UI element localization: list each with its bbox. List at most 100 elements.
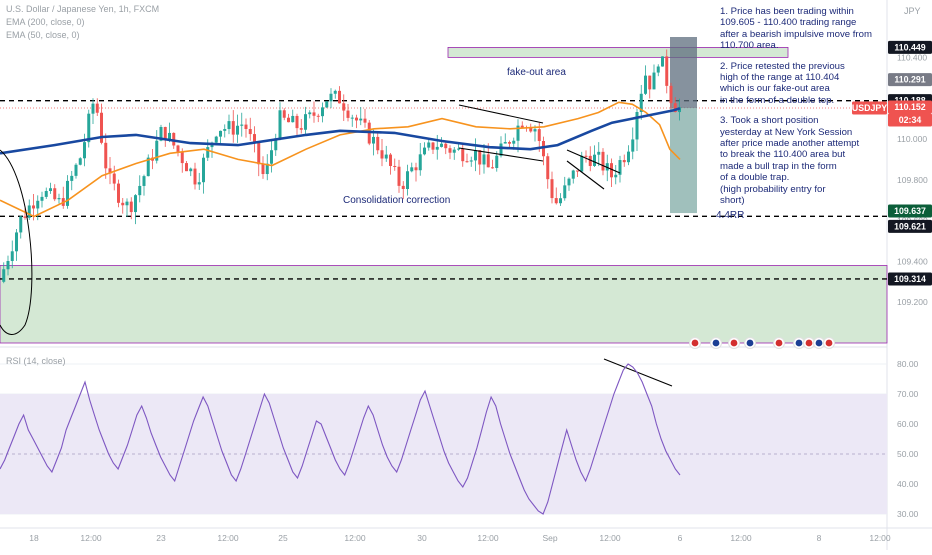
candle-body <box>87 113 91 143</box>
position-tool[interactable] <box>670 37 697 214</box>
candle-body <box>469 160 473 162</box>
price-tick: 109.200 <box>897 297 928 307</box>
candle-body <box>304 114 307 130</box>
candle-body <box>576 170 579 172</box>
trendlines-layer[interactable] <box>0 104 673 387</box>
candle-body <box>627 151 630 163</box>
candle-body <box>669 85 673 104</box>
candle-body <box>308 112 312 115</box>
candle-body <box>66 180 69 206</box>
candle-body <box>440 143 443 147</box>
economic-event-icon <box>728 337 740 349</box>
price-tick: 110.000 <box>897 134 927 144</box>
candle-body <box>486 154 490 168</box>
rsi-legend[interactable]: RSI (14, close) <box>6 356 66 366</box>
event-icon-flag <box>815 339 823 347</box>
candle-body <box>661 56 664 67</box>
time-tick: Sep <box>542 533 557 543</box>
candle-body <box>240 124 244 126</box>
candle-body <box>435 146 439 150</box>
price-badge: 109.621 <box>888 219 932 233</box>
price-tick: 109.800 <box>897 175 928 185</box>
economic-event-icon <box>823 337 835 349</box>
price-badge: 02:34 <box>888 113 932 127</box>
fakeout-label: fake-out area <box>507 67 566 78</box>
candle-body <box>248 128 252 135</box>
time-tick: 25 <box>278 533 288 543</box>
time-tick: 12:00 <box>217 533 239 543</box>
candle-body <box>112 173 116 184</box>
events-layer[interactable] <box>689 337 835 349</box>
candle-body <box>83 142 86 159</box>
candle-body <box>401 185 405 190</box>
price-badge: USDJPY <box>852 101 887 115</box>
candle-body <box>482 154 486 165</box>
candle-body <box>95 103 99 113</box>
ema-50-legend[interactable]: EMA (50, close, 0) <box>6 30 80 40</box>
candle-body <box>631 139 635 152</box>
candle-body <box>423 147 426 155</box>
annotation-2: 2. Price retested the previous high of t… <box>720 60 845 106</box>
candle-body <box>15 232 18 252</box>
candle-body <box>185 163 188 172</box>
price-badge-bg <box>888 219 932 233</box>
time-tick: 8 <box>817 533 822 543</box>
candle-body <box>601 151 605 171</box>
candle-body <box>180 151 184 164</box>
candle-body <box>287 117 290 123</box>
candle-body <box>333 90 337 94</box>
candle-body <box>563 185 567 199</box>
candle-body <box>342 103 346 111</box>
candle-body <box>406 171 409 190</box>
time-tick: 23 <box>156 533 166 543</box>
candle-body <box>142 176 146 186</box>
candle-body <box>270 150 273 164</box>
economic-event-icon <box>689 337 701 349</box>
candle-body <box>227 121 231 130</box>
candle-body <box>129 201 133 213</box>
candle-body <box>244 124 248 129</box>
candle-body <box>78 158 82 165</box>
candle-body <box>644 75 647 94</box>
candle-body <box>554 198 558 204</box>
rsi-tick: 30.00 <box>897 509 919 519</box>
price-badge: 109.314 <box>888 272 932 286</box>
price-badge-text: 110.449 <box>894 42 925 52</box>
price-badge-text: 109.621 <box>894 221 926 231</box>
time-tick: 6 <box>678 533 683 543</box>
price-badge-bg <box>888 113 932 127</box>
chart-title: U.S. Dollar / Japanese Yen, 1h, FXCM <box>6 4 160 14</box>
ema-200-legend[interactable]: EMA (200, close, 0) <box>6 17 85 27</box>
price-badge-bg <box>888 73 932 87</box>
candle-body <box>338 90 341 104</box>
candle-body <box>537 129 541 142</box>
candle-body <box>282 110 286 118</box>
rsi-tick: 60.00 <box>897 419 919 429</box>
candle-body <box>23 216 27 218</box>
price-badge-bg <box>852 101 887 115</box>
candle-body <box>529 127 533 132</box>
candle-body <box>622 160 626 163</box>
candle-body <box>253 134 256 143</box>
rsi-line <box>0 363 681 515</box>
rsi-tick: 50.00 <box>897 449 919 459</box>
candle-body <box>499 143 503 156</box>
candle-body <box>176 145 180 152</box>
price-badge-bg <box>888 40 932 54</box>
levels-layer <box>0 99 887 280</box>
candle-body <box>495 155 499 168</box>
candle-body <box>397 166 401 186</box>
economic-event-icon <box>803 337 815 349</box>
fakeout-zone <box>447 47 789 58</box>
candle-body <box>172 132 176 146</box>
candle-body <box>32 205 35 209</box>
candle-body <box>91 103 95 114</box>
candle-body <box>635 112 639 140</box>
candle-body <box>461 148 465 162</box>
price-badge-text: USDJPY <box>852 103 887 113</box>
candle-body <box>36 200 40 209</box>
candle-body <box>597 151 601 155</box>
candle-body <box>2 269 6 282</box>
time-tick: 12:00 <box>477 533 499 543</box>
